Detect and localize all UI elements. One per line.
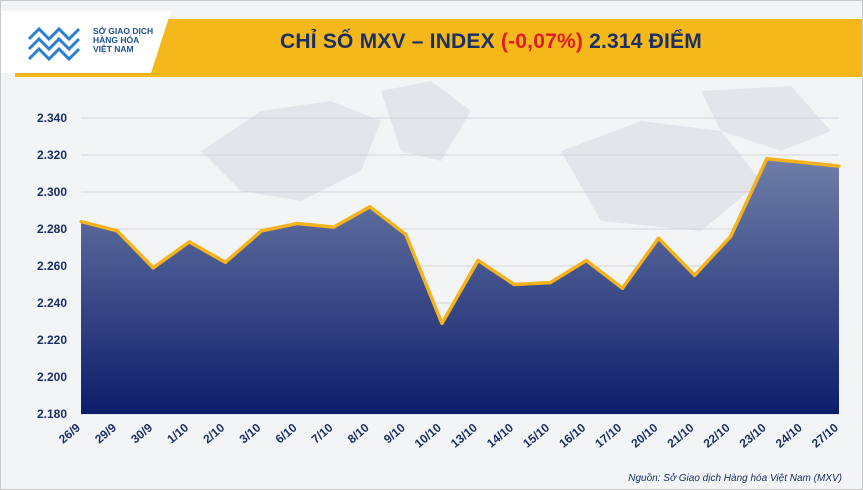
x-tick-label: 29/9 (92, 420, 119, 446)
x-tick-label: 20/10 (628, 420, 660, 450)
data-point (693, 273, 697, 277)
y-tick-label: 2.280 (37, 222, 67, 236)
data-point (259, 229, 264, 233)
data-point (368, 205, 372, 209)
y-tick-label: 2.240 (37, 296, 67, 310)
x-tick-label: 7/10 (309, 420, 336, 446)
data-point (548, 281, 552, 285)
data-point (476, 258, 480, 263)
x-tick-label: 8/10 (345, 420, 372, 446)
data-point (223, 260, 227, 264)
y-tick-label: 2.200 (37, 370, 67, 384)
x-tick-label: 10/10 (412, 420, 444, 450)
data-point (656, 236, 661, 240)
data-point (404, 232, 408, 237)
y-tick-label: 2.300 (37, 185, 67, 199)
logo-line: VIỆT NAM (93, 44, 134, 54)
data-point (295, 221, 300, 226)
x-tick-label: 23/10 (737, 420, 769, 450)
logo-line: HÀNG HÓA (93, 35, 140, 45)
x-tick-label: 13/10 (448, 420, 480, 450)
x-tick-label: 27/10 (809, 420, 841, 450)
data-point (440, 321, 444, 325)
x-tick-label: 2/10 (200, 420, 227, 446)
y-tick-label: 2.220 (37, 333, 67, 347)
area-fill (81, 158, 839, 414)
chart-title: CHỈ SỐ MXV – INDEX (-0,07%) 2.314 ĐIỂM (231, 30, 751, 54)
title-value: 2.314 ĐIỂM (589, 30, 702, 53)
data-point (729, 234, 733, 238)
y-tick-label: 2.260 (37, 259, 67, 273)
x-tick-label: 17/10 (592, 420, 624, 450)
data-point (837, 164, 841, 168)
data-point (79, 220, 83, 224)
x-tick-label: 26/9 (56, 420, 83, 446)
logo-line: SỞ GIAO DỊCH (93, 26, 154, 36)
y-tick-label: 2.180 (37, 407, 67, 421)
data-point (151, 266, 155, 270)
title-change: (-0,07%) (500, 30, 584, 53)
data-point (187, 240, 191, 244)
data-point (332, 225, 336, 229)
x-tick-label: 14/10 (484, 420, 516, 450)
logo-text: SỞ GIAO DỊCH HÀNG HÓA VIỆT NAM (93, 27, 173, 54)
x-tick-label: 6/10 (273, 420, 300, 446)
y-tick-label: 2.340 (37, 111, 67, 125)
x-tick-label: 22/10 (701, 420, 733, 450)
data-point (801, 160, 805, 164)
x-tick-label: 16/10 (556, 420, 588, 450)
data-point (584, 258, 588, 263)
data-point (620, 286, 625, 290)
x-tick-label: 15/10 (520, 420, 552, 450)
data-point (115, 229, 119, 233)
title-banner (1, 11, 862, 77)
series-line (80, 156, 840, 326)
x-tick-label: 9/10 (381, 420, 408, 446)
x-tick-label: 1/10 (164, 420, 191, 446)
x-tick-label: 30/9 (128, 420, 155, 446)
x-tick-label: 3/10 (237, 420, 264, 446)
title-prefix: CHỈ SỐ MXV – INDEX (280, 30, 495, 53)
x-tick-label: 24/10 (773, 420, 805, 450)
y-tick-label: 2.320 (37, 148, 67, 162)
data-point (765, 157, 769, 161)
mxv-logo-icon (27, 26, 81, 62)
x-tick-label: 21/10 (665, 420, 697, 450)
source-note: Nguồn: Sở Giao dịch Hàng hóa Việt Nam (M… (628, 473, 842, 484)
data-point (512, 282, 516, 287)
